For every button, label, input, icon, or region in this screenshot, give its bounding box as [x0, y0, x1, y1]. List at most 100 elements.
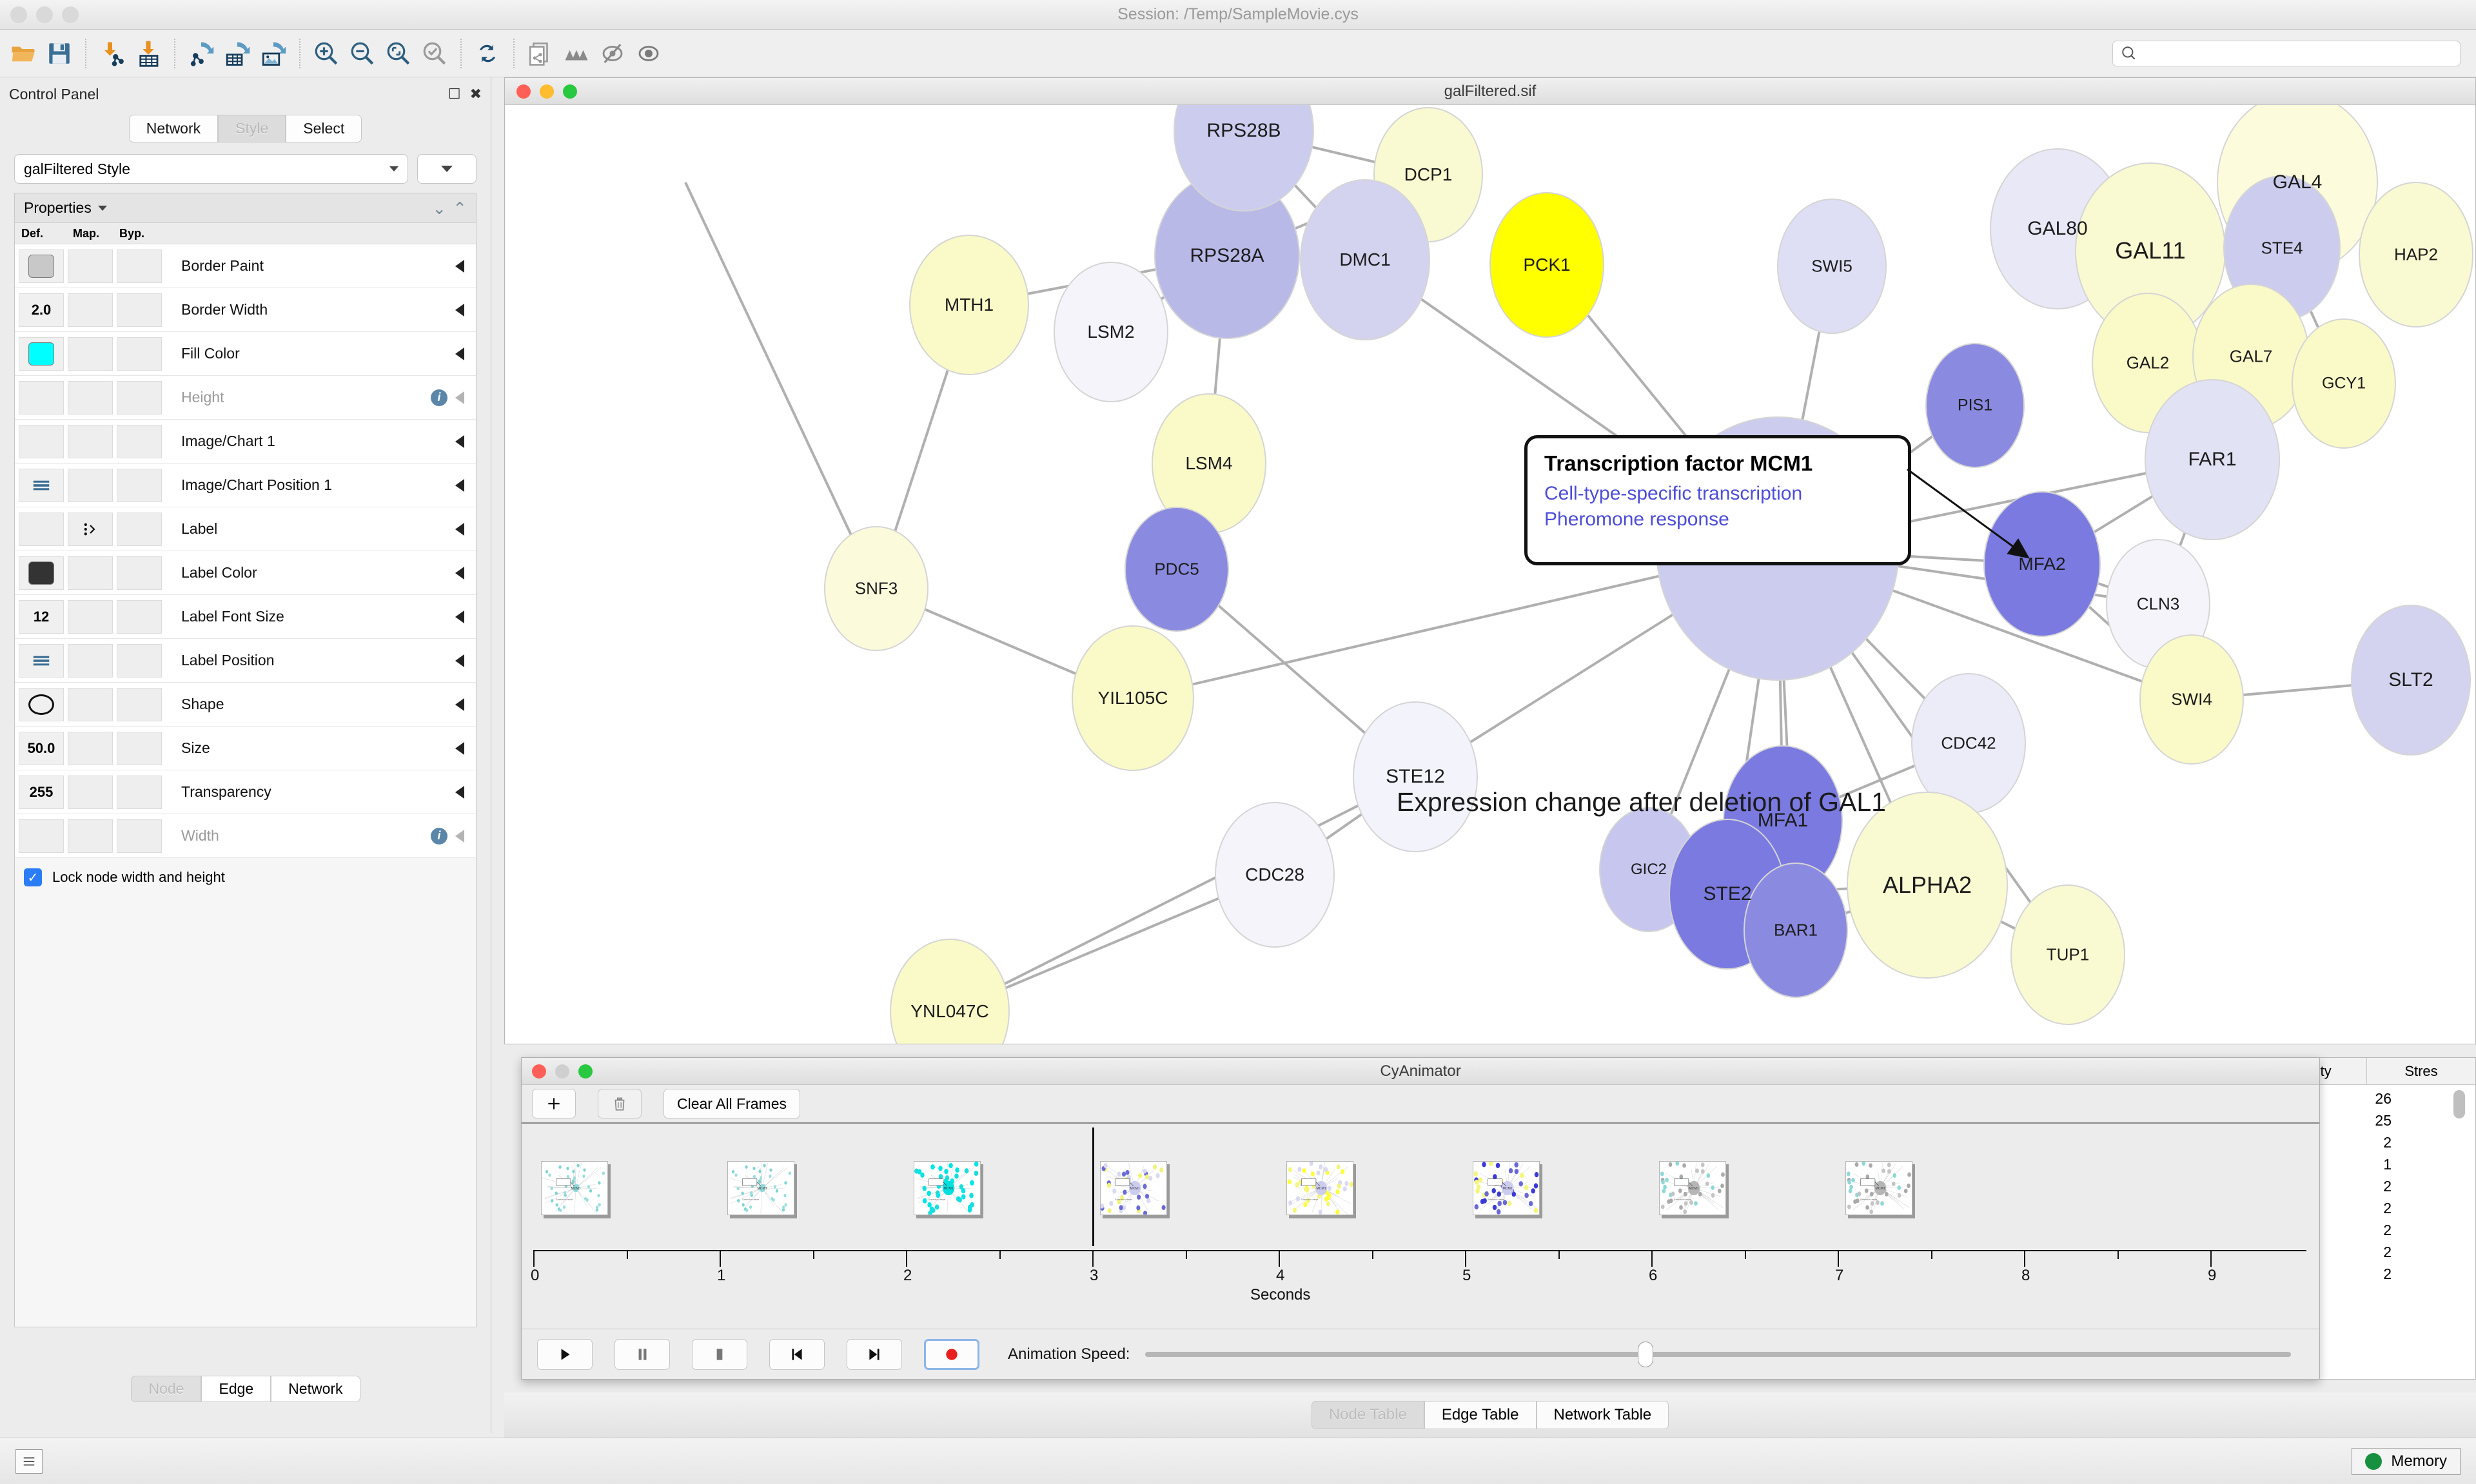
tab-edge-table[interactable]: Edge Table	[1424, 1401, 1537, 1429]
expand-property-arrow-icon[interactable]	[455, 698, 464, 711]
table-row[interactable]: 2	[2383, 1221, 2392, 1238]
network-node[interactable]	[2145, 379, 2280, 540]
property-mapping-cell[interactable]	[68, 512, 113, 546]
maximize-window-dot[interactable]	[62, 6, 79, 23]
network-node[interactable]	[2292, 318, 2396, 449]
property-default-cell[interactable]	[19, 424, 64, 458]
property-row[interactable]: Label Position	[15, 639, 476, 683]
property-mapping-cell[interactable]	[68, 249, 113, 283]
playhead[interactable]	[1092, 1128, 1094, 1246]
network-node[interactable]	[909, 235, 1029, 375]
network-edge[interactable]	[684, 182, 878, 589]
property-default-cell[interactable]	[19, 512, 64, 546]
property-row[interactable]: Shape	[15, 683, 476, 727]
expand-property-arrow-icon[interactable]	[455, 303, 464, 317]
property-default-cell[interactable]: 50.0	[19, 731, 64, 765]
chevron-down-icon[interactable]	[97, 205, 107, 211]
network-node[interactable]	[1072, 625, 1194, 771]
network-node[interactable]	[2351, 605, 2471, 756]
property-mapping-cell[interactable]	[68, 337, 113, 371]
property-row[interactable]: 12 Label Font Size	[15, 595, 476, 639]
property-row[interactable]: Width i	[15, 814, 476, 858]
animation-frame[interactable]: MCM1 Expression change	[914, 1161, 981, 1215]
style-select[interactable]: galFiltered Style	[14, 154, 408, 184]
property-bypass-cell[interactable]	[117, 380, 162, 415]
info-icon[interactable]: i	[431, 389, 447, 406]
property-bypass-cell[interactable]	[117, 556, 162, 590]
network-node[interactable]	[1744, 863, 1848, 998]
property-bypass-cell[interactable]	[117, 600, 162, 634]
table-scrollbar[interactable]	[2453, 1090, 2465, 1118]
network-node[interactable]	[1925, 343, 2025, 468]
zoom-out-icon[interactable]	[344, 35, 380, 72]
property-mapping-cell[interactable]	[68, 468, 113, 502]
property-row[interactable]: Image/Chart 1	[15, 420, 476, 464]
property-mapping-cell[interactable]	[68, 293, 113, 327]
property-default-cell[interactable]	[19, 337, 64, 371]
property-mapping-cell[interactable]	[68, 380, 113, 415]
fit-selected-icon[interactable]	[417, 35, 453, 72]
network-node[interactable]	[1983, 491, 2101, 637]
minimize-window-dot[interactable]	[36, 6, 53, 23]
export-image-icon[interactable]	[255, 35, 291, 72]
network-edge[interactable]	[949, 776, 1416, 1013]
property-bypass-cell[interactable]	[117, 731, 162, 765]
network-node[interactable]	[2139, 634, 2244, 765]
expand-property-arrow-icon[interactable]	[455, 259, 464, 273]
animation-frame[interactable]: MCM1 Expression change	[541, 1161, 608, 1215]
tab-network-style[interactable]: Network	[271, 1376, 360, 1402]
show-all-icon[interactable]	[631, 35, 667, 72]
network-node[interactable]	[1489, 192, 1604, 338]
expand-property-arrow-icon[interactable]	[455, 610, 464, 623]
restore-icon[interactable]: ☐	[447, 86, 461, 102]
property-row[interactable]: Fill Color	[15, 332, 476, 376]
close-icon[interactable]: ✖	[469, 86, 482, 102]
property-default-cell[interactable]: 12	[19, 600, 64, 634]
network-node[interactable]	[1847, 792, 2008, 979]
collapse-all-icon[interactable]: ⌄	[432, 198, 447, 218]
expand-property-arrow-icon[interactable]	[455, 522, 464, 536]
expand-all-icon[interactable]: ⌃	[453, 198, 467, 218]
expand-property-arrow-icon[interactable]	[455, 741, 464, 755]
property-bypass-cell[interactable]	[117, 293, 162, 327]
network-node[interactable]	[1054, 262, 1168, 402]
step-forward-button[interactable]	[847, 1338, 902, 1370]
new-network-icon[interactable]	[522, 35, 558, 72]
close-window-dot[interactable]	[10, 6, 27, 23]
network-node[interactable]	[1300, 179, 1430, 340]
minimize-network-dot[interactable]	[540, 84, 554, 99]
network-node[interactable]	[1174, 105, 1314, 211]
animation-frame[interactable]: MCM1 Expression change	[1473, 1161, 1540, 1215]
table-row[interactable]: 2	[2383, 1199, 2392, 1216]
expand-property-arrow-icon[interactable]	[455, 654, 464, 667]
tab-edge[interactable]: Edge	[201, 1376, 271, 1402]
network-node[interactable]	[824, 526, 928, 651]
expand-property-arrow-icon[interactable]	[455, 434, 464, 448]
network-window-controls[interactable]	[516, 84, 577, 99]
property-row[interactable]: 255 Transparency	[15, 770, 476, 814]
property-default-cell[interactable]	[19, 643, 64, 678]
table-row[interactable]: 2	[2383, 1133, 2392, 1151]
property-default-cell[interactable]	[19, 687, 64, 721]
property-bypass-cell[interactable]	[117, 775, 162, 809]
property-bypass-cell[interactable]	[117, 687, 162, 721]
expand-property-arrow-icon[interactable]	[455, 566, 464, 580]
window-controls[interactable]	[10, 6, 79, 23]
network-node[interactable]	[1125, 507, 1229, 632]
search-box[interactable]	[2112, 40, 2461, 66]
animation-frame[interactable]: MCM1 Expression change	[1286, 1161, 1353, 1215]
network-node[interactable]	[1777, 199, 1887, 334]
list-icon[interactable]	[15, 1449, 43, 1474]
property-mapping-cell[interactable]	[68, 556, 113, 590]
layout-icon[interactable]	[558, 35, 594, 72]
close-network-dot[interactable]	[516, 84, 531, 99]
property-bypass-cell[interactable]	[117, 337, 162, 371]
property-row[interactable]: Label Color	[15, 551, 476, 595]
cyanimator-window-controls[interactable]	[532, 1064, 593, 1079]
close-cyanimator-dot[interactable]	[532, 1064, 546, 1079]
export-table-icon[interactable]	[219, 35, 255, 72]
tab-select[interactable]: Select	[286, 115, 362, 142]
table-row[interactable]: 2	[2383, 1177, 2392, 1195]
lock-checkbox[interactable]: ✓	[24, 868, 42, 886]
record-button[interactable]	[924, 1338, 979, 1370]
